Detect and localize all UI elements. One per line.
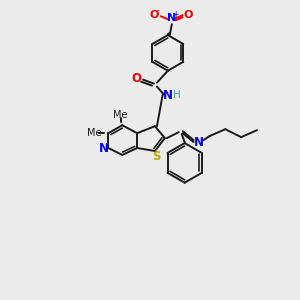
Text: N: N [167,13,176,23]
Text: +: + [172,10,179,19]
Text: Me: Me [87,128,102,138]
Text: N: N [194,136,203,148]
Text: S: S [152,150,160,164]
Text: N: N [163,89,173,102]
Text: -: - [156,6,159,15]
Text: N: N [98,142,108,154]
Text: O: O [184,10,193,20]
Text: H: H [173,89,181,100]
Text: O: O [131,72,141,85]
Text: O: O [149,10,159,20]
Text: Me: Me [113,110,127,120]
